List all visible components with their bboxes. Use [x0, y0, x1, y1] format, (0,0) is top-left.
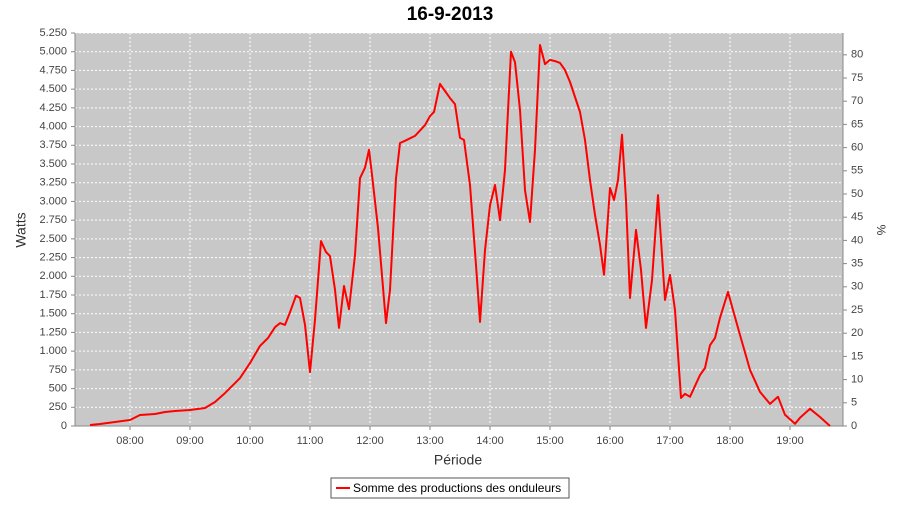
- y2-tick-label: 45: [851, 211, 863, 223]
- y2-tick-label: 70: [851, 95, 863, 107]
- y2-tick-label: 20: [851, 327, 863, 339]
- plot-area: [75, 33, 843, 426]
- y2-tick-label: 30: [851, 281, 863, 293]
- x-axis-label: Période: [434, 452, 482, 468]
- legend: [330, 477, 570, 499]
- y-tick-label: 4.250: [39, 102, 67, 114]
- x-tick-label: 18:00: [716, 435, 744, 447]
- y-tick-label: 250: [49, 401, 67, 413]
- x-tick-label: 11:00: [297, 435, 324, 447]
- y2-tick-label: 25: [851, 304, 863, 316]
- y2-tick-label: 60: [851, 142, 863, 154]
- y-tick-label: 3.500: [39, 158, 67, 170]
- y-tick-label: 4.000: [39, 120, 67, 132]
- y-tick-label: 3.000: [39, 195, 67, 207]
- y-tick-label: 4.500: [39, 83, 67, 95]
- y2-tick-label: 15: [851, 350, 863, 362]
- y-tick-label: 2.000: [39, 270, 67, 282]
- y2-tick-label: 55: [851, 165, 863, 177]
- y-tick-label: 1.250: [39, 326, 67, 338]
- chart-title: 16-9-2013: [407, 4, 494, 25]
- y-tick-label: 2.250: [39, 251, 67, 263]
- y2-tick-label: 80: [851, 49, 863, 61]
- y-tick-label: 750: [49, 364, 67, 376]
- y-axis-label: Watts: [13, 212, 29, 247]
- y2-tick-label: 5: [851, 397, 857, 409]
- y2-tick-label: 0: [851, 420, 857, 432]
- y-tick-label: 1.000: [39, 345, 67, 357]
- x-tick-label: 19:00: [776, 435, 804, 447]
- y-tick-label: 500: [49, 382, 67, 394]
- x-tick-label: 15:00: [536, 435, 564, 447]
- legend-label: Somme des productions des onduleurs: [353, 481, 561, 495]
- y-tick-label: 2.500: [39, 233, 67, 245]
- x-tick-label: 13:00: [416, 435, 444, 447]
- y2-tick-label: 65: [851, 118, 863, 130]
- y-tick-label: 1.750: [39, 289, 67, 301]
- y2-tick-label: 50: [851, 188, 863, 200]
- x-tick-label: 16:00: [596, 435, 624, 447]
- x-tick-label: 10:00: [236, 435, 264, 447]
- x-tick-label: 14:00: [476, 435, 504, 447]
- y-tick-label: 5.250: [39, 27, 67, 39]
- y-tick-label: 3.250: [39, 177, 67, 189]
- x-tick-label: 09:00: [176, 435, 204, 447]
- y2-axis-label: %: [874, 225, 888, 236]
- y-tick-label: 0: [61, 420, 67, 432]
- line-series: [89, 44, 831, 427]
- y-tick-label: 5.000: [39, 46, 67, 58]
- y2-tick-label: 40: [851, 234, 863, 246]
- y-tick-label: 2.750: [39, 214, 67, 226]
- y-tick-label: 3.750: [39, 139, 67, 151]
- x-tick-label: 08:00: [116, 435, 144, 447]
- x-tick-label: 17:00: [656, 435, 684, 447]
- y2-tick-label: 35: [851, 258, 863, 270]
- y-tick-label: 1.500: [39, 308, 67, 320]
- y2-tick-label: 10: [851, 374, 863, 386]
- x-tick-label: 12:00: [356, 435, 384, 447]
- y2-tick-label: 75: [851, 72, 863, 84]
- y-tick-label: 4.750: [39, 64, 67, 76]
